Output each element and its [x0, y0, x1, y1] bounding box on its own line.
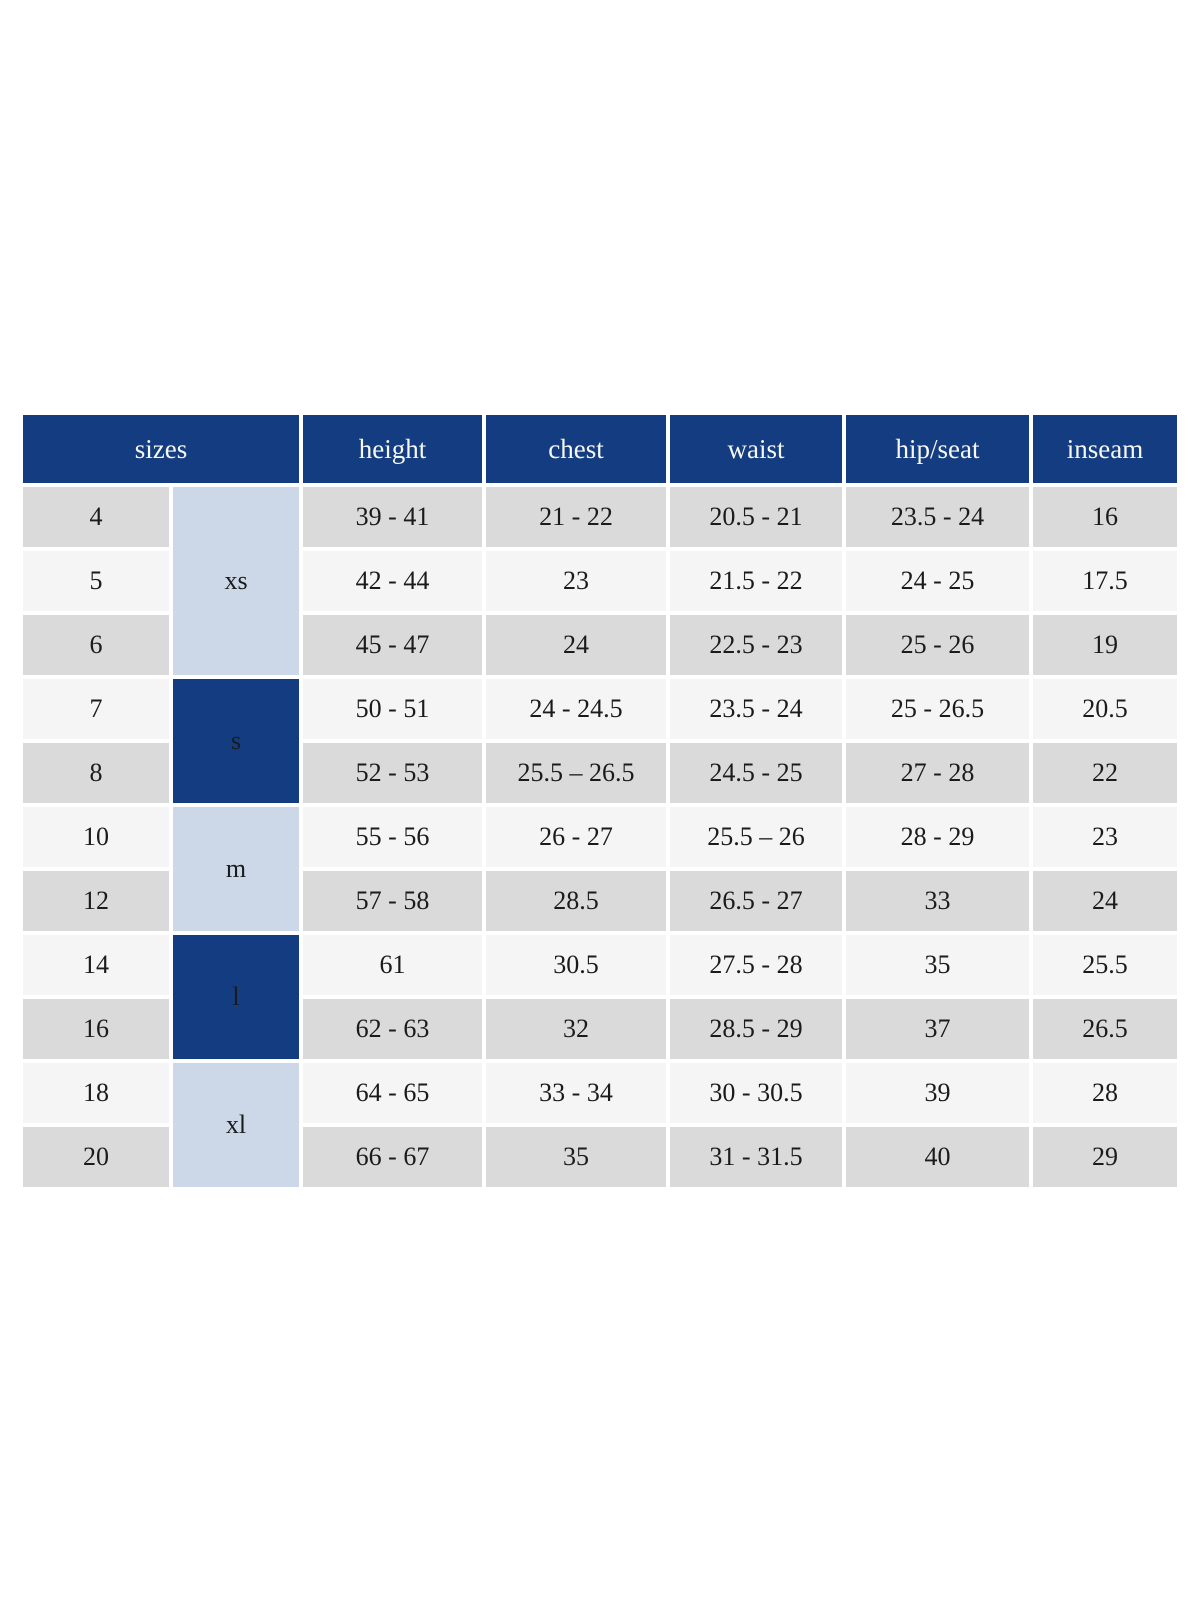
header-chest: chest [486, 415, 667, 483]
height-cell: 64 - 65 [303, 1063, 483, 1123]
table-row: 16 62 - 63 32 28.5 - 29 37 26.5 [23, 999, 1178, 1059]
chest-cell: 28.5 [486, 871, 667, 931]
chest-cell: 24 [486, 615, 667, 675]
size-cell: 6 [23, 615, 169, 675]
size-cell: 20 [23, 1127, 169, 1187]
header-waist: waist [670, 415, 843, 483]
inseam-cell: 19 [1033, 615, 1178, 675]
size-cell: 5 [23, 551, 169, 611]
inseam-cell: 20.5 [1033, 679, 1178, 739]
size-cell: 14 [23, 935, 169, 995]
size-chart-body: 4 xs 39 - 41 21 - 22 20.5 - 21 23.5 - 24 16 5 42… [23, 487, 1178, 1187]
inseam-cell: 17.5 [1033, 551, 1178, 611]
size-cell: 4 [23, 487, 169, 547]
size-cell: 7 [23, 679, 169, 739]
waist-cell: 24.5 - 25 [670, 743, 843, 803]
hip-seat-cell: 25 - 26.5 [846, 679, 1030, 739]
group-cell-l: l [173, 935, 300, 1059]
waist-cell: 20.5 - 21 [670, 487, 843, 547]
height-cell: 42 - 44 [303, 551, 483, 611]
height-cell: 39 - 41 [303, 487, 483, 547]
header-row: sizes height chest waist hip/seat inseam [23, 415, 1178, 483]
waist-cell: 28.5 - 29 [670, 999, 843, 1059]
height-cell: 52 - 53 [303, 743, 483, 803]
size-chart-table: sizes height chest waist hip/seat inseam… [19, 411, 1181, 1191]
size-cell: 18 [23, 1063, 169, 1123]
group-cell-m: m [173, 807, 300, 931]
header-height: height [303, 415, 483, 483]
height-cell: 62 - 63 [303, 999, 483, 1059]
table-row: 4 xs 39 - 41 21 - 22 20.5 - 21 23.5 - 24 16 [23, 487, 1178, 675]
waist-cell: 22.5 - 23 [670, 615, 843, 675]
hip-seat-cell: 35 [846, 935, 1030, 995]
hip-seat-cell: 40 [846, 1127, 1030, 1187]
table-row: 8 52 - 53 25.5 – 26.5 24.5 - 25 27 - 28 22 [23, 743, 1178, 803]
header-inseam: inseam [1033, 415, 1178, 483]
size-cell: 16 [23, 999, 169, 1059]
table-row: 5 42 - 44 23 21.5 - 22 24 - 25 17.5 [23, 551, 1178, 611]
table-row: 10 m 55 - 56 26 - 27 25.5 – 26 28 - 29 23 [23, 807, 1178, 931]
hip-seat-cell: 25 - 26 [846, 615, 1030, 675]
table-row: 18 xl 64 - 65 33 - 34 30 - 30.5 39 28 [23, 1063, 1178, 1187]
chest-cell: 23 [486, 551, 667, 611]
chest-cell: 26 - 27 [486, 807, 667, 867]
size-chart: sizes height chest waist hip/seat inseam… [19, 411, 1181, 1191]
chest-cell: 24 - 24.5 [486, 679, 667, 739]
chest-cell: 30.5 [486, 935, 667, 995]
table-row: 6 45 - 47 24 22.5 - 23 25 - 26 19 [23, 615, 1178, 675]
inseam-cell: 16 [1033, 487, 1178, 547]
waist-cell: 31 - 31.5 [670, 1127, 843, 1187]
waist-cell: 30 - 30.5 [670, 1063, 843, 1123]
waist-cell: 21.5 - 22 [670, 551, 843, 611]
waist-cell: 27.5 - 28 [670, 935, 843, 995]
height-cell: 55 - 56 [303, 807, 483, 867]
hip-seat-cell: 23.5 - 24 [846, 487, 1030, 547]
waist-cell: 25.5 – 26 [670, 807, 843, 867]
group-cell-xs: xs [173, 487, 300, 675]
inseam-cell: 28 [1033, 1063, 1178, 1123]
inseam-cell: 29 [1033, 1127, 1178, 1187]
hip-seat-cell: 33 [846, 871, 1030, 931]
hip-seat-cell: 28 - 29 [846, 807, 1030, 867]
size-cell: 10 [23, 807, 169, 867]
table-row: 14 l 61 30.5 27.5 - 28 35 25.5 [23, 935, 1178, 1059]
chest-cell: 21 - 22 [486, 487, 667, 547]
height-cell: 50 - 51 [303, 679, 483, 739]
group-cell-xl: xl [173, 1063, 300, 1187]
height-cell: 61 [303, 935, 483, 995]
size-chart-header: sizes height chest waist hip/seat inseam [23, 415, 1178, 483]
hip-seat-cell: 24 - 25 [846, 551, 1030, 611]
chest-cell: 32 [486, 999, 667, 1059]
inseam-cell: 22 [1033, 743, 1178, 803]
size-cell: 8 [23, 743, 169, 803]
height-cell: 57 - 58 [303, 871, 483, 931]
hip-seat-cell: 27 - 28 [846, 743, 1030, 803]
inseam-cell: 26.5 [1033, 999, 1178, 1059]
table-row: 12 57 - 58 28.5 26.5 - 27 33 24 [23, 871, 1178, 931]
group-cell-s: s [173, 679, 300, 803]
chest-cell: 35 [486, 1127, 667, 1187]
header-sizes: sizes [23, 415, 300, 483]
size-cell: 12 [23, 871, 169, 931]
table-row: 20 66 - 67 35 31 - 31.5 40 29 [23, 1127, 1178, 1187]
chest-cell: 25.5 – 26.5 [486, 743, 667, 803]
inseam-cell: 25.5 [1033, 935, 1178, 995]
inseam-cell: 23 [1033, 807, 1178, 867]
height-cell: 45 - 47 [303, 615, 483, 675]
chest-cell: 33 - 34 [486, 1063, 667, 1123]
inseam-cell: 24 [1033, 871, 1178, 931]
hip-seat-cell: 37 [846, 999, 1030, 1059]
height-cell: 66 - 67 [303, 1127, 483, 1187]
header-hip-seat: hip/seat [846, 415, 1030, 483]
waist-cell: 26.5 - 27 [670, 871, 843, 931]
hip-seat-cell: 39 [846, 1063, 1030, 1123]
waist-cell: 23.5 - 24 [670, 679, 843, 739]
table-row: 7 s 50 - 51 24 - 24.5 23.5 - 24 25 - 26.5 20.5 [23, 679, 1178, 803]
